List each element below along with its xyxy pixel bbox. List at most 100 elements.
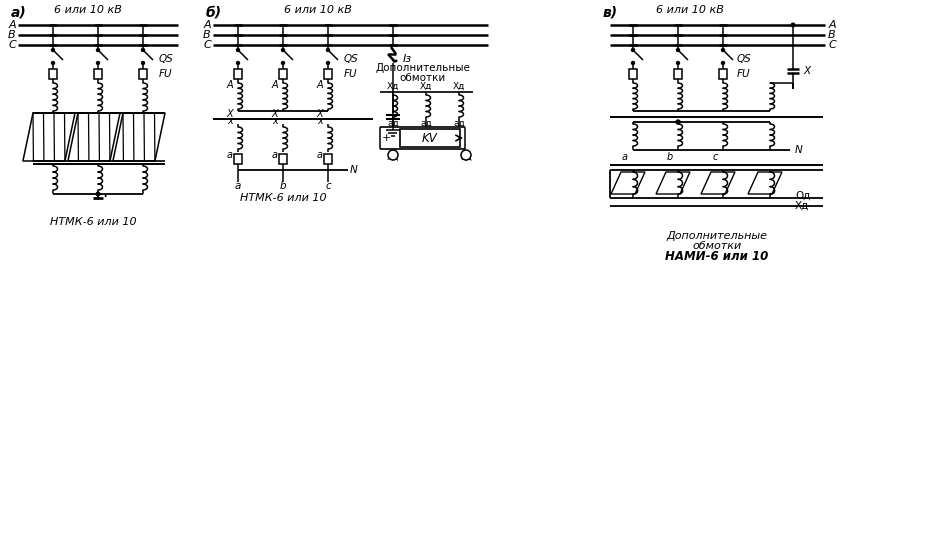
Text: X: X (272, 109, 279, 119)
Circle shape (141, 61, 145, 65)
Text: aд: aд (420, 119, 432, 128)
Polygon shape (113, 113, 165, 161)
Text: FU: FU (344, 69, 358, 79)
Text: 6 или 10 кВ: 6 или 10 кВ (284, 5, 352, 15)
Text: a: a (272, 150, 278, 160)
Text: +: + (381, 133, 391, 143)
Circle shape (631, 61, 634, 65)
Text: Дополнительные: Дополнительные (666, 231, 768, 241)
Text: a: a (227, 150, 233, 160)
Polygon shape (23, 113, 75, 161)
Bar (234, 69, 242, 79)
Bar (400, 129, 460, 147)
Text: X: X (803, 66, 810, 76)
Text: А: А (317, 80, 324, 90)
Text: c: c (326, 181, 331, 191)
Bar (234, 154, 242, 164)
Text: X: X (227, 109, 233, 119)
Bar (324, 154, 332, 164)
Text: Xд: Xд (453, 82, 465, 91)
Text: aд: aд (454, 119, 465, 128)
Polygon shape (611, 172, 645, 194)
Text: aд: aд (387, 119, 399, 128)
Text: обмотки: обмотки (693, 241, 742, 251)
Circle shape (722, 61, 725, 65)
Bar (49, 69, 57, 79)
Circle shape (97, 49, 100, 51)
Text: c: c (712, 152, 718, 162)
Text: обмотки: обмотки (400, 73, 446, 83)
Text: FU: FU (159, 69, 172, 79)
Text: А: А (8, 20, 16, 30)
Circle shape (388, 150, 398, 160)
Bar (139, 69, 147, 79)
Polygon shape (748, 172, 782, 194)
Text: а): а) (11, 5, 26, 19)
Circle shape (461, 150, 471, 160)
Polygon shape (68, 113, 120, 161)
Text: А: А (227, 80, 233, 90)
Text: x: x (272, 116, 278, 126)
Circle shape (281, 61, 284, 65)
Text: Xд: Xд (387, 152, 399, 162)
Text: А: А (828, 20, 836, 30)
Text: Iз: Iз (403, 54, 412, 64)
Text: a: a (317, 150, 323, 160)
Bar (324, 69, 332, 79)
Text: X: X (317, 109, 324, 119)
Text: QS: QS (159, 54, 174, 64)
Polygon shape (656, 172, 690, 194)
Text: x: x (227, 116, 232, 126)
Text: b: b (279, 181, 286, 191)
Text: b: b (667, 152, 673, 162)
Text: FU: FU (737, 69, 751, 79)
Text: a: a (235, 181, 241, 191)
Text: Xд: Xд (420, 82, 432, 91)
Circle shape (97, 61, 100, 65)
Circle shape (281, 49, 284, 51)
Text: С: С (8, 40, 16, 50)
Text: KV: KV (423, 131, 438, 145)
Bar (94, 69, 102, 79)
Text: в): в) (603, 5, 618, 19)
Text: А: А (203, 20, 211, 30)
Text: a: a (622, 152, 628, 162)
Text: НАМИ-6 или 10: НАМИ-6 или 10 (665, 250, 769, 263)
Text: x: x (317, 116, 323, 126)
Text: В: В (8, 30, 16, 40)
Bar (629, 69, 637, 79)
Text: А: А (272, 80, 279, 90)
Polygon shape (701, 172, 735, 194)
Bar (674, 69, 682, 79)
Text: aд: aд (460, 152, 471, 162)
Text: В: В (203, 30, 211, 40)
Circle shape (236, 61, 240, 65)
Bar (279, 154, 287, 164)
Circle shape (236, 49, 240, 51)
Text: Xд: Xд (795, 201, 809, 211)
Circle shape (52, 49, 55, 51)
Text: Дополнительные: Дополнительные (375, 63, 470, 73)
Circle shape (631, 49, 634, 51)
Text: N: N (350, 165, 358, 175)
Circle shape (96, 192, 100, 196)
Circle shape (141, 49, 145, 51)
Text: Oд: Oд (795, 191, 810, 201)
Circle shape (677, 49, 679, 51)
Circle shape (677, 61, 679, 65)
Text: В: В (828, 30, 836, 40)
Text: ·: · (103, 188, 107, 206)
Text: б): б) (206, 5, 222, 19)
Text: 6 или 10 кВ: 6 или 10 кВ (656, 5, 724, 15)
Text: N: N (795, 145, 803, 155)
Text: Xд: Xд (387, 82, 399, 91)
Text: НТМК-6 или 10: НТМК-6 или 10 (50, 217, 136, 227)
Circle shape (676, 120, 680, 124)
Circle shape (327, 61, 329, 65)
Bar (279, 69, 287, 79)
Circle shape (791, 23, 795, 27)
Text: С: С (203, 40, 211, 50)
Text: 6 или 10 кВ: 6 или 10 кВ (54, 5, 122, 15)
Circle shape (722, 49, 725, 51)
Text: QS: QS (344, 54, 359, 64)
